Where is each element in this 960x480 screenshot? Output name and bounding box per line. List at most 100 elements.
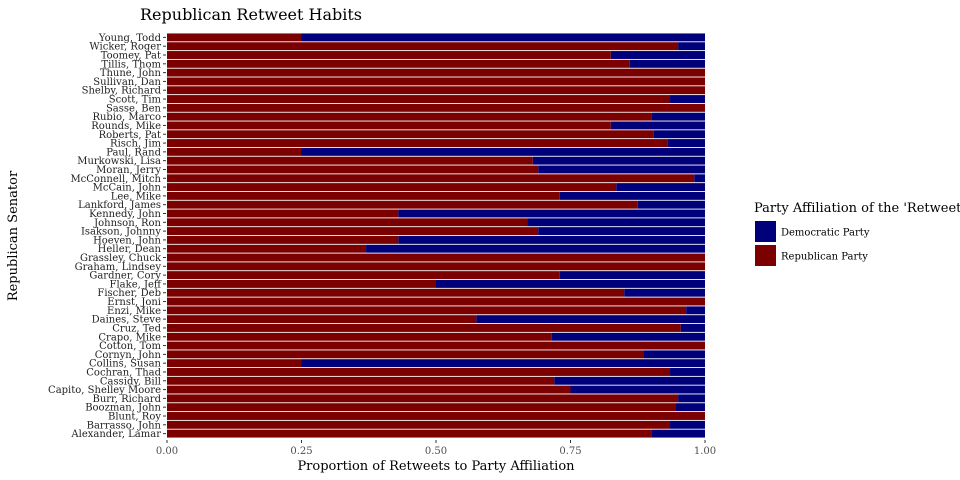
bar-republican bbox=[167, 33, 302, 42]
bar-democratic bbox=[667, 139, 705, 148]
y-tick-label: Lankford, James bbox=[78, 200, 161, 211]
bar-republican bbox=[167, 130, 654, 139]
x-tick-label: 0.50 bbox=[425, 446, 447, 457]
bar-republican bbox=[167, 121, 611, 130]
bar-democratic bbox=[651, 112, 705, 121]
bar-republican bbox=[167, 279, 436, 288]
bar-republican bbox=[167, 147, 302, 156]
bar-republican bbox=[167, 235, 399, 244]
y-tick-label: Cochran, Thad bbox=[86, 367, 161, 378]
x-tick-label: 0.25 bbox=[290, 446, 312, 457]
bar-republican bbox=[167, 253, 705, 262]
bar-democratic bbox=[554, 376, 705, 385]
bar-republican bbox=[167, 95, 671, 103]
bar-democratic bbox=[532, 156, 705, 165]
bar-democratic bbox=[538, 227, 705, 236]
y-tick-label: Gardner, Cory bbox=[89, 271, 161, 282]
bar-democratic bbox=[551, 332, 705, 341]
legend-label: Republican Party bbox=[781, 252, 868, 263]
y-tick-label: Tillis, Thom bbox=[101, 59, 161, 70]
bar-democratic bbox=[637, 200, 705, 209]
bar-democratic bbox=[301, 359, 705, 368]
bar-republican bbox=[167, 112, 652, 121]
legend-title: Party Affiliation of the 'Retweet' bbox=[754, 201, 960, 216]
bar-republican bbox=[167, 271, 560, 280]
y-tick-label: Capito, Shelley Moore bbox=[48, 385, 161, 396]
y-tick-label: Lee, Mike bbox=[111, 191, 161, 202]
bar-republican bbox=[167, 376, 555, 385]
y-tick-label: Sullivan, Dan bbox=[93, 77, 161, 88]
y-tick-label: Cruz, Ted bbox=[112, 323, 161, 334]
y-tick-label: Wicker, Roger bbox=[89, 42, 161, 53]
bar-republican bbox=[167, 156, 533, 165]
bar-republican bbox=[167, 218, 528, 227]
bar-democratic bbox=[653, 130, 705, 139]
y-axis-title: Republican Senator bbox=[6, 170, 21, 301]
y-tick-label: Crapo, Mike bbox=[98, 332, 161, 343]
bar-republican bbox=[167, 323, 681, 332]
bar-republican bbox=[167, 394, 679, 403]
legend-label: Democratic Party bbox=[781, 228, 870, 239]
y-tick-label: McCain, John bbox=[93, 183, 162, 194]
y-tick-label: Rubio, Marco bbox=[92, 112, 161, 123]
y-tick-label: Fischer, Deb bbox=[97, 288, 161, 299]
chart-title: Republican Retweet Habits bbox=[140, 5, 362, 24]
legend-items: Democratic Party Republican Party bbox=[755, 221, 870, 266]
bar-democratic bbox=[559, 191, 705, 200]
y-tick-label: Blunt, Roy bbox=[108, 411, 161, 422]
bar-democratic bbox=[629, 59, 705, 68]
bar-republican bbox=[167, 209, 399, 218]
bar-democratic bbox=[559, 271, 705, 280]
y-tick-label: Rounds, Mike bbox=[91, 121, 161, 132]
bar-republican bbox=[167, 42, 679, 51]
y-tick-label: Toomey, Pat bbox=[101, 51, 161, 62]
bar-republican bbox=[167, 368, 671, 376]
bar-republican bbox=[167, 412, 705, 420]
y-tick-label: Alexander, Lamar bbox=[70, 429, 161, 440]
y-tick-marks bbox=[163, 36, 166, 435]
bar-republican bbox=[167, 244, 367, 253]
bar-republican bbox=[167, 297, 705, 306]
bar-democratic bbox=[678, 394, 705, 403]
y-tick-label: Heller, Dean bbox=[98, 244, 162, 255]
x-axis-title: Proportion of Retweets to Party Affiliat… bbox=[297, 459, 575, 474]
y-tick-label: McConnell, Mitch bbox=[70, 174, 161, 185]
legend-swatch bbox=[755, 221, 776, 242]
bar-republican bbox=[167, 165, 539, 174]
bar-democratic bbox=[670, 95, 705, 103]
bar-republican bbox=[167, 191, 560, 200]
y-tick-label: Cassidy, Bill bbox=[100, 376, 161, 387]
y-tick-label: Johnson, Ron bbox=[93, 218, 161, 229]
bar-democratic bbox=[301, 33, 705, 42]
y-tick-label: Collins, Susan bbox=[89, 359, 162, 370]
y-tick-label: Daines, Steve bbox=[92, 315, 161, 326]
bar-democratic bbox=[436, 279, 705, 288]
bar-democratic bbox=[670, 368, 705, 376]
bar-democratic bbox=[624, 288, 705, 297]
bar-democratic bbox=[643, 350, 705, 359]
y-tick-label: Cotton, Tom bbox=[99, 341, 161, 352]
bar-republican bbox=[167, 288, 625, 297]
bar-democratic bbox=[398, 235, 705, 244]
bar-democratic bbox=[610, 51, 705, 59]
bar-republican bbox=[167, 139, 668, 148]
bar-republican bbox=[167, 200, 638, 209]
x-tick-label: 0.75 bbox=[559, 446, 581, 457]
bar-democratic bbox=[678, 42, 705, 51]
y-tick-label: Kennedy, John bbox=[89, 209, 161, 220]
y-tick-label: Isakson, Johnny bbox=[81, 227, 161, 238]
y-tick-label: Scott, Tim bbox=[109, 95, 162, 106]
bar-republican bbox=[167, 403, 676, 412]
bar-republican bbox=[167, 183, 617, 192]
bar-republican bbox=[167, 59, 630, 68]
y-tick-label: Grassley, Chuck bbox=[80, 253, 162, 264]
y-tick-label: Flake, Jeff bbox=[110, 279, 162, 290]
y-tick-label: Barrasso, John bbox=[87, 420, 162, 431]
x-tick-label: 1.00 bbox=[694, 446, 716, 457]
y-tick-label: Risch, Jim bbox=[110, 139, 161, 150]
bar-republican bbox=[167, 350, 644, 359]
y-tick-label: Thune, John bbox=[100, 68, 162, 79]
bar-republican bbox=[167, 315, 477, 324]
